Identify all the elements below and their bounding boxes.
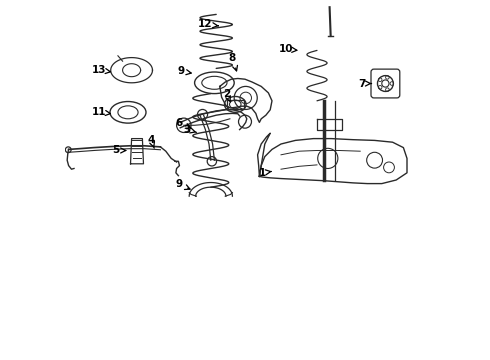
Text: 13: 13: [92, 65, 110, 75]
Text: 9: 9: [177, 66, 191, 76]
Text: 1: 1: [259, 168, 271, 178]
Text: 5: 5: [112, 145, 125, 156]
Text: 12: 12: [198, 19, 219, 30]
Text: 11: 11: [92, 107, 110, 117]
Text: 4: 4: [147, 135, 155, 148]
Text: 2: 2: [223, 89, 231, 102]
Text: 6: 6: [176, 118, 191, 128]
Text: 7: 7: [358, 78, 371, 89]
Text: 8: 8: [229, 53, 238, 71]
Text: 3: 3: [184, 125, 196, 135]
Text: 9: 9: [175, 179, 190, 189]
Text: 10: 10: [278, 44, 297, 54]
